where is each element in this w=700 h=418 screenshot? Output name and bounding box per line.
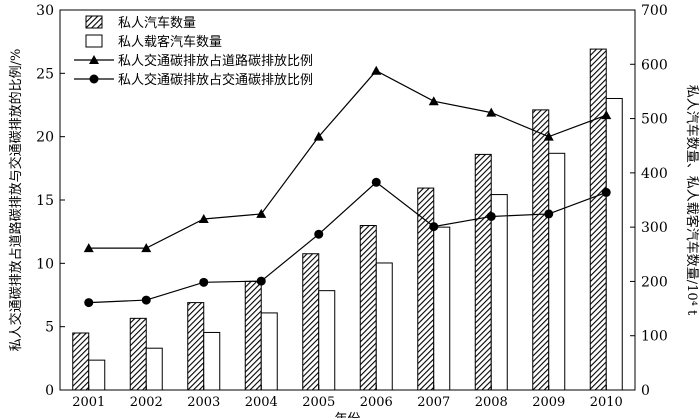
point-road-share-2008 xyxy=(486,107,497,117)
bar-private-passenger-cars-2009 xyxy=(548,152,566,391)
point-transport-share-2007 xyxy=(429,222,439,232)
bar-private-passenger-cars-2005 xyxy=(318,290,336,391)
legend-marker-road-share xyxy=(89,55,99,64)
point-road-share-2009 xyxy=(543,131,554,141)
bar-private-passenger-cars-2001 xyxy=(88,359,106,391)
legend-swatch-private-passenger-cars xyxy=(85,34,103,48)
tick-label-left-15: 15 xyxy=(36,193,54,209)
tick-label-left-30: 30 xyxy=(36,3,54,19)
legend-marker-transport-share xyxy=(89,74,99,84)
lines-layer xyxy=(83,65,612,308)
bar-private-passenger-cars-2003 xyxy=(203,331,221,391)
tick-label-right-100: 100 xyxy=(641,329,668,345)
bar-private-passenger-cars-2002 xyxy=(145,347,163,391)
bar-private-cars-2009 xyxy=(532,109,550,391)
legend-label-transport-share: 私人交通碳排放占交通碳排放比例 xyxy=(118,72,313,88)
tick-label-right-400: 400 xyxy=(641,166,668,182)
point-road-share-2007 xyxy=(428,96,439,106)
legend: 私人汽车数量私人载客汽车数量私人交通碳排放占道路碳排放比例私人交通碳排放占交通碳… xyxy=(74,15,313,88)
point-transport-share-2008 xyxy=(486,211,496,221)
y-axis-left-title: 私人交通碳排放占道路碳排放与交通碳排放的比例/% xyxy=(8,49,24,352)
tick-label-left-0: 0 xyxy=(45,383,54,399)
tick-label-x-2007: 2007 xyxy=(417,395,450,410)
tick-label-x-2001: 2001 xyxy=(72,395,105,410)
point-road-share-2001 xyxy=(83,243,94,253)
tick-label-left-20: 20 xyxy=(36,130,54,146)
tick-label-x-2004: 2004 xyxy=(245,395,278,410)
bar-private-cars-2002 xyxy=(129,317,147,391)
tick-label-left-5: 5 xyxy=(45,320,54,336)
legend-label-private-passenger-cars: 私人载客汽车数量 xyxy=(118,34,222,50)
tick-label-right-300: 300 xyxy=(641,220,668,236)
bar-private-passenger-cars-2008 xyxy=(490,194,508,391)
point-transport-share-2002 xyxy=(141,295,151,305)
tick-label-x-2002: 2002 xyxy=(130,395,163,410)
point-transport-share-2001 xyxy=(84,298,94,308)
point-transport-share-2009 xyxy=(544,209,554,219)
bars-layer xyxy=(72,48,623,391)
legend-label-private-cars: 私人汽车数量 xyxy=(118,15,196,31)
tick-label-left-25: 25 xyxy=(36,66,54,82)
bar-private-cars-2006 xyxy=(359,225,377,391)
point-transport-share-2005 xyxy=(314,229,324,239)
point-transport-share-2004 xyxy=(256,276,266,286)
tick-label-right-200: 200 xyxy=(641,274,668,290)
tick-label-x-2005: 2005 xyxy=(302,395,335,410)
x-axis-title: 年份 xyxy=(334,412,360,418)
tick-label-right-500: 500 xyxy=(641,112,668,128)
tick-label-x-2003: 2003 xyxy=(187,395,220,410)
point-road-share-2002 xyxy=(141,243,152,253)
legend-label-road-share: 私人交通碳排放占道路碳排放比例 xyxy=(118,53,313,69)
tick-label-x-2009: 2009 xyxy=(532,395,565,410)
point-road-share-2005 xyxy=(313,131,324,141)
tick-label-left-10: 10 xyxy=(36,256,54,272)
bar-private-cars-2005 xyxy=(302,253,320,391)
tick-label-right-700: 700 xyxy=(641,3,668,19)
bar-private-passenger-cars-2010 xyxy=(605,97,623,391)
point-road-share-2003 xyxy=(198,214,209,223)
bar-private-passenger-cars-2006 xyxy=(375,262,393,391)
bar-private-cars-2001 xyxy=(72,332,90,391)
tick-label-x-2008: 2008 xyxy=(475,395,508,410)
bar-private-passenger-cars-2004 xyxy=(260,312,278,391)
line-transport-share xyxy=(88,181,607,304)
bar-private-cars-2008 xyxy=(474,153,492,391)
bar-private-cars-2004 xyxy=(244,280,262,391)
line-road-share xyxy=(88,70,607,249)
tick-label-right-0: 0 xyxy=(641,383,650,399)
bar-private-cars-2003 xyxy=(187,302,205,391)
point-road-share-2010 xyxy=(601,110,612,120)
point-road-share-2006 xyxy=(371,65,382,75)
point-transport-share-2010 xyxy=(601,187,611,197)
legend-swatch-private-cars xyxy=(85,15,103,29)
bar-private-cars-2010 xyxy=(589,48,607,391)
point-road-share-2004 xyxy=(256,208,267,218)
point-transport-share-2006 xyxy=(371,177,381,187)
y-axis-right-title: 私人汽车数量、私人载客汽车数量/10⁴ t xyxy=(684,85,700,316)
bar-private-cars-2007 xyxy=(417,187,435,391)
tick-label-x-2010: 2010 xyxy=(590,395,623,410)
tick-label-x-2006: 2006 xyxy=(360,395,393,410)
bar-private-passenger-cars-2007 xyxy=(433,226,451,391)
tick-label-right-600: 600 xyxy=(641,57,668,73)
point-transport-share-2003 xyxy=(199,277,209,287)
